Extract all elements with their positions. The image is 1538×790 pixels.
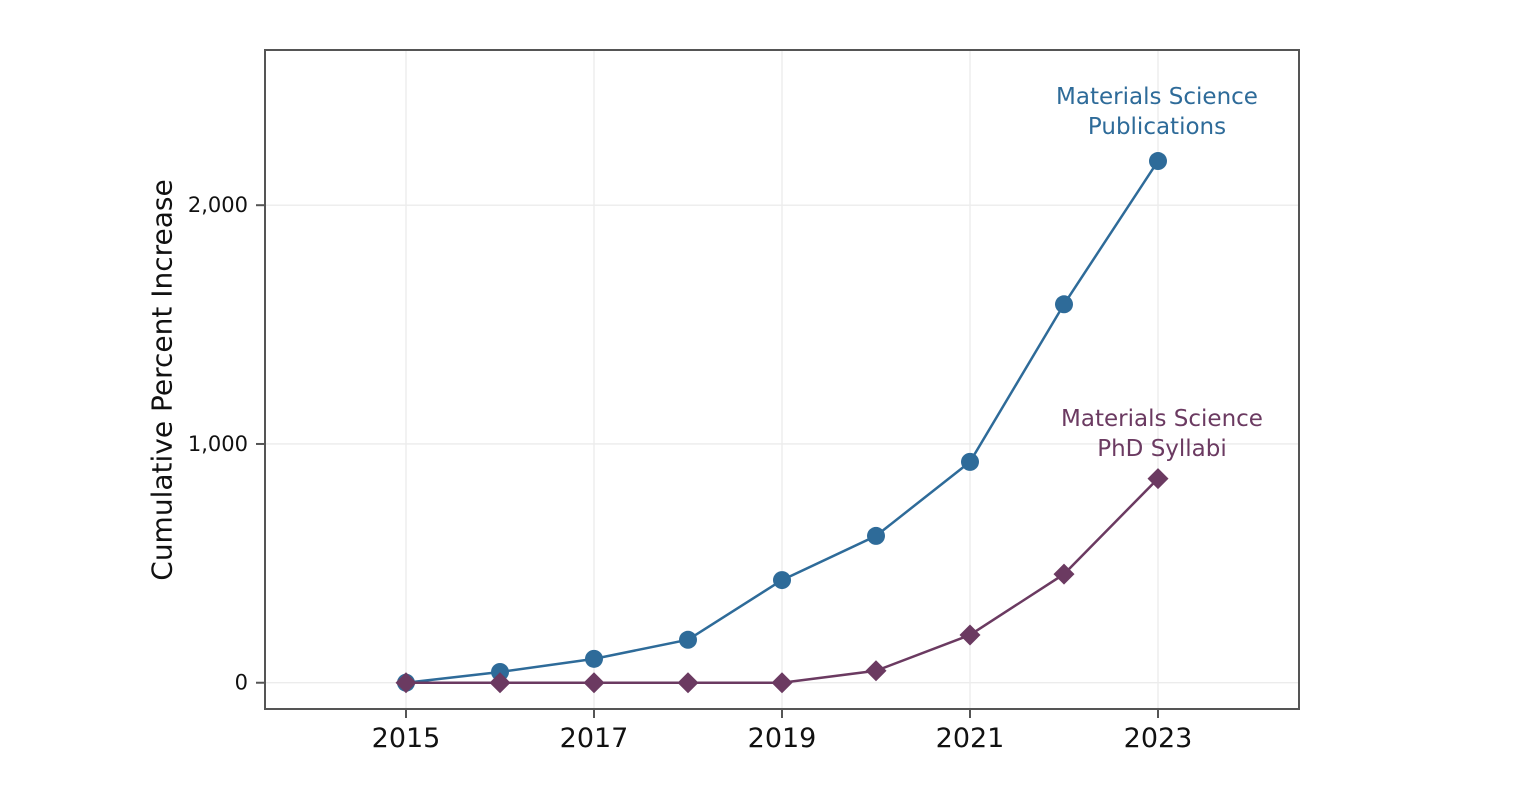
data-point-diamond xyxy=(677,672,699,694)
x-tick-label: 2015 xyxy=(372,723,441,754)
data-point-diamond xyxy=(771,672,793,694)
data-point-circle xyxy=(491,662,509,681)
data-point-circle xyxy=(1149,152,1167,171)
series-label-phd-syllabi: Materials Science PhD Syllabi xyxy=(1061,406,1263,462)
data-point-diamond xyxy=(395,672,417,694)
data-point-diamond xyxy=(583,672,605,694)
data-point-diamond xyxy=(489,672,511,694)
x-tick-label: 2023 xyxy=(1124,723,1193,754)
y-tick-label: 2,000 xyxy=(188,193,248,217)
data-point-circle xyxy=(585,649,603,668)
data-point-diamond xyxy=(1147,468,1169,490)
y-tick-label: 1,000 xyxy=(188,432,248,456)
data-point-circle xyxy=(1055,295,1073,314)
data-point-circle xyxy=(773,571,791,590)
data-point-diamond xyxy=(1053,563,1075,585)
data-point-circle xyxy=(867,526,885,545)
data-point-circle xyxy=(961,452,979,471)
data-point-circle xyxy=(679,630,697,649)
y-axis-title: Cumulative Percent Increase xyxy=(145,179,179,581)
series-label-publications: Materials Science Publications xyxy=(1056,84,1258,140)
data-point-diamond xyxy=(865,660,887,682)
y-tick-label: 0 xyxy=(235,671,248,695)
x-tick-label: 2021 xyxy=(936,723,1005,754)
x-tick-label: 2017 xyxy=(560,723,629,754)
x-tick-label: 2019 xyxy=(748,723,817,754)
data-point-diamond xyxy=(959,624,981,646)
